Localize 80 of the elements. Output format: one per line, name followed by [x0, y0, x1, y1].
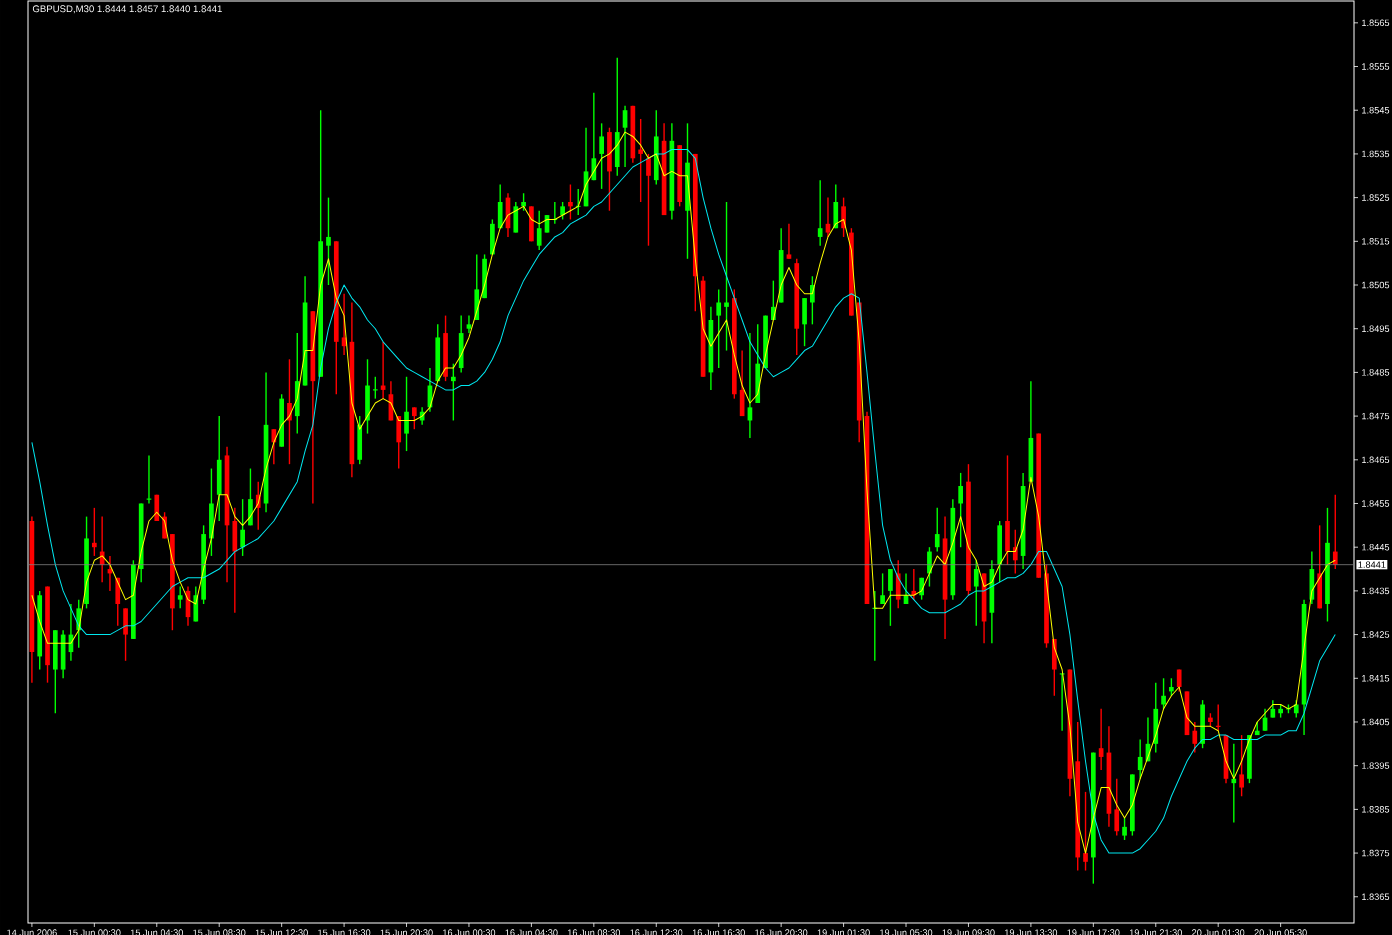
x-tick-label: 19 Jun 05:30 — [880, 929, 933, 935]
x-tick-label: 19 Jun 09:30 — [942, 929, 995, 935]
candlestick — [1122, 817, 1127, 841]
candlestick — [599, 122, 604, 190]
x-tick-label: 16 Jun 12:30 — [630, 929, 683, 935]
candlestick — [591, 92, 597, 181]
x-tick-label: 16 Jun 04:30 — [505, 929, 558, 935]
y-tick-label: 1.8385 — [1362, 806, 1390, 813]
candlestick — [1332, 494, 1338, 570]
y-tick-label: 1.8545 — [1362, 106, 1390, 114]
y-tick-label: 1.8405 — [1362, 718, 1390, 726]
x-tick-label: 19 Jun 21:30 — [1129, 929, 1183, 935]
ref-line-label: 1.8441 — [1358, 561, 1386, 568]
x-tick-label: 15 Jun 16:30 — [318, 929, 371, 935]
x-tick-label: 14 Jun 2006 — [7, 929, 57, 935]
candlestick — [958, 472, 963, 548]
y-tick-label: 1.8525 — [1362, 194, 1390, 201]
y-tick-label: 1.8455 — [1362, 500, 1390, 507]
candlestick — [92, 507, 97, 557]
candlestick — [411, 406, 417, 430]
x-tick-label: 16 Jun 16:30 — [692, 929, 745, 935]
chart-title: GBPUSD,M30 1.8444 1.8457 1.8440 1.8441 — [32, 5, 222, 14]
y-tick-label: 1.8465 — [1362, 456, 1390, 464]
candlestick — [716, 288, 722, 369]
candlestick — [146, 454, 152, 505]
candlestick — [404, 376, 409, 452]
x-tick-label: 16 Jun 20:30 — [755, 929, 808, 935]
candlestick — [240, 498, 245, 557]
candlestick — [568, 183, 573, 221]
candlestick — [372, 376, 379, 400]
candlestick — [1161, 677, 1166, 710]
candlestick — [1012, 529, 1018, 575]
x-tick-label: 15 Jun 04:30 — [130, 929, 184, 935]
candlestick — [1231, 743, 1237, 824]
x-tick-label: 20 Jun 01:30 — [1192, 929, 1245, 935]
y-tick-label: 1.8415 — [1362, 675, 1390, 682]
candlestick — [934, 507, 940, 553]
candlestick — [1192, 721, 1198, 754]
candlestick — [1239, 734, 1244, 797]
candlestick — [646, 153, 651, 247]
candlestick — [724, 201, 729, 352]
candlestick — [466, 314, 472, 334]
y-tick-label: 1.8475 — [1362, 412, 1390, 420]
y-tick-label: 1.8565 — [1362, 19, 1390, 27]
candlestick — [638, 118, 643, 203]
x-tick-label: 15 Jun 00:30 — [68, 929, 121, 935]
candlestick — [1059, 673, 1066, 732]
candlestick — [451, 362, 456, 422]
x-tick-label: 16 Jun 08:30 — [567, 929, 621, 935]
y-tick-label: 1.8555 — [1362, 63, 1390, 70]
candlestick — [177, 585, 183, 610]
y-tick-label: 1.8395 — [1362, 762, 1390, 769]
candlestick — [1114, 778, 1120, 837]
candlestick — [911, 568, 917, 601]
x-tick-label: 19 Jun 17:30 — [1067, 929, 1120, 935]
candlestick — [888, 568, 893, 627]
candlestick — [1083, 791, 1088, 872]
y-tick-label: 1.8485 — [1362, 369, 1390, 376]
x-tick-label: 19 Jun 01:30 — [817, 929, 870, 935]
candlestick — [326, 196, 331, 286]
candlestick — [880, 572, 885, 605]
y-tick-label: 1.8505 — [1362, 281, 1390, 289]
candlestick — [841, 196, 846, 238]
candlestick — [536, 210, 542, 251]
x-tick-label: 20 Jun 05:30 — [1254, 929, 1307, 935]
candlestick — [786, 223, 792, 260]
y-tick-label: 1.8365 — [1362, 893, 1390, 901]
y-tick-label: 1.8445 — [1362, 543, 1390, 551]
x-tick-label: 15 Jun 12:30 — [255, 929, 308, 935]
x-tick-label: 15 Jun 20:30 — [380, 929, 433, 935]
y-tick-label: 1.8425 — [1362, 631, 1390, 638]
x-tick-label: 15 Jun 08:30 — [193, 929, 246, 935]
y-tick-label: 1.8435 — [1362, 587, 1390, 595]
candlestick — [817, 179, 823, 247]
x-tick-label: 19 Jun 13:30 — [1004, 929, 1058, 935]
y-tick-label: 1.8515 — [1362, 238, 1390, 245]
y-tick-label: 1.8535 — [1362, 150, 1390, 158]
y-tick-label: 1.8495 — [1362, 325, 1390, 332]
y-tick-label: 1.8375 — [1362, 849, 1390, 857]
x-tick-label: 16 Jun 00:30 — [443, 929, 496, 935]
